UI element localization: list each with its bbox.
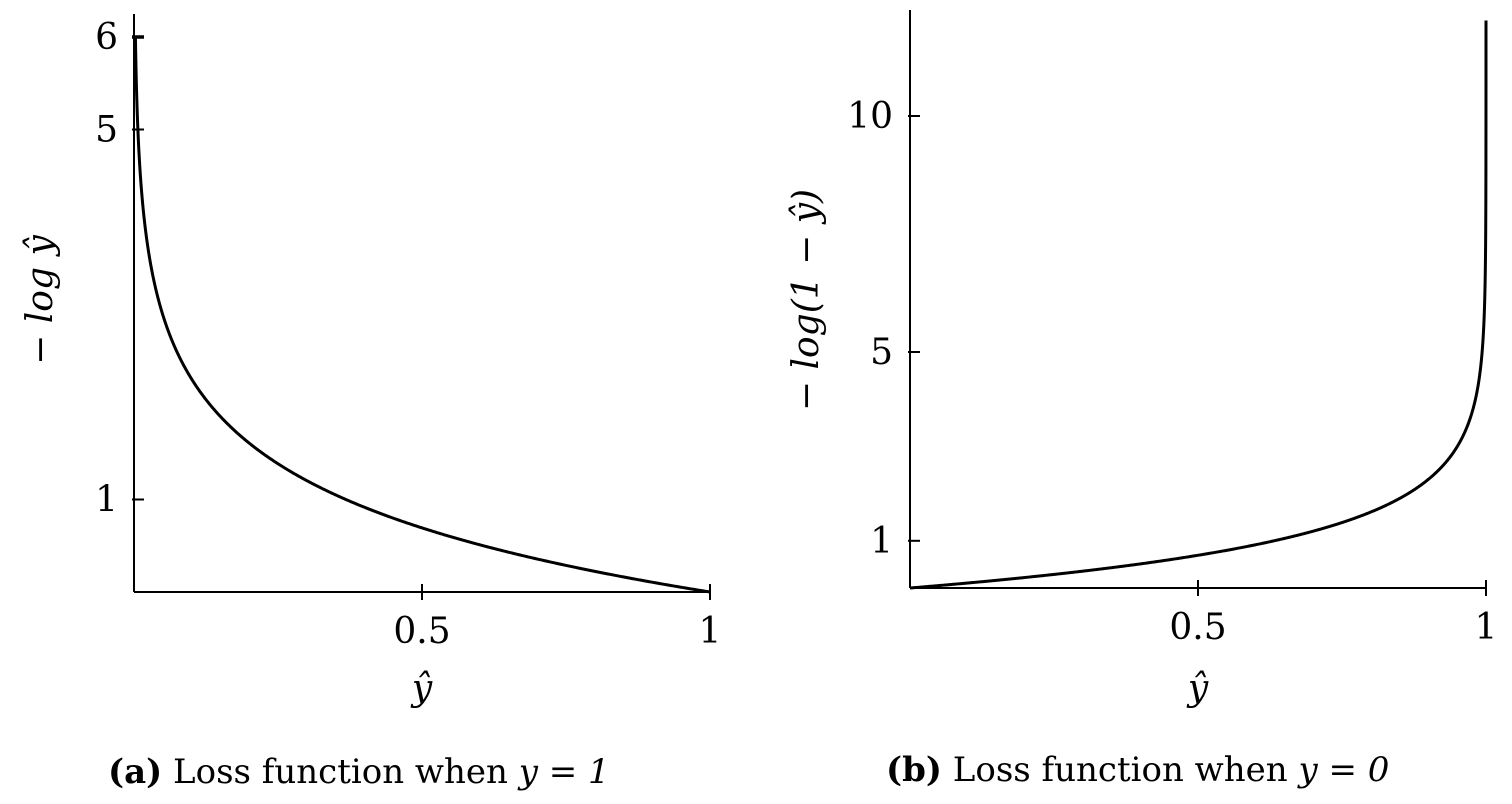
loss-curve [909, 20, 1488, 590]
y-axis-label: − log(1 − ŷ) [786, 189, 827, 411]
x-tick-label: 0.5 [1169, 607, 1226, 648]
y-tick-label: 6 [95, 17, 118, 58]
x-tick-label: 0.5 [393, 611, 450, 652]
y-tick-label: 1 [870, 521, 893, 562]
y-tick-label: 5 [870, 332, 893, 373]
caption-b-math: y = 0 [1298, 750, 1390, 790]
caption-a: (a) Loss function when y = 1 [108, 752, 610, 792]
loss-curve [133, 36, 711, 594]
caption-a-text: Loss function when [173, 752, 508, 792]
y-axis-label: − log ŷ [20, 235, 61, 365]
x-tick-label: 1 [699, 611, 722, 652]
y-tick-label: 5 [95, 110, 118, 151]
chart-panel-a: 0.5 1 1 5 6 ŷ − log ŷ [20, 14, 721, 709]
caption-b-tag: (b) [886, 750, 942, 790]
y-tick-label: 1 [95, 480, 118, 521]
x-tick-label: 1 [1475, 607, 1498, 648]
y-tick-label: 10 [847, 96, 893, 137]
x-axis-label: ŷ [1186, 668, 1209, 709]
caption-a-math: y = 1 [518, 752, 610, 792]
chart-panel-b: 0.5 1 1 5 10 ŷ − log(1 − ŷ) [786, 10, 1497, 709]
caption-b-text: Loss function when [952, 750, 1288, 790]
caption-b: (b) Loss function when y = 0 [886, 750, 1389, 790]
x-axis-label: ŷ [410, 668, 433, 709]
caption-a-tag: (a) [108, 752, 163, 792]
